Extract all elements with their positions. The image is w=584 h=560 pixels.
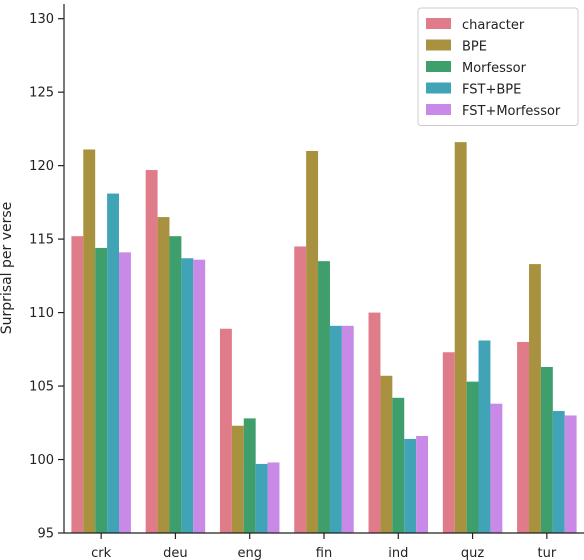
bar-deu-character <box>145 170 158 533</box>
x-tick-label: fin <box>316 546 332 560</box>
x-axis: crk deu eng fin ind quz tur <box>64 532 584 560</box>
y-tick-label: 105 <box>29 380 54 395</box>
bar-quz-bpe <box>454 142 467 533</box>
legend-swatch <box>426 39 451 51</box>
bar-ind-fst-morfessor <box>416 436 429 533</box>
bar-ind-morfessor <box>392 397 405 533</box>
legend-label: Morfessor <box>462 61 527 76</box>
y-axis: 95 100 105 110 115 120 125 130 <box>29 4 65 542</box>
bar-deu-bpe <box>157 217 170 533</box>
bars-layer <box>71 142 577 534</box>
bar-ind-bpe <box>380 375 393 533</box>
x-tick-label: deu <box>163 546 188 560</box>
y-tick-label: 100 <box>29 453 54 468</box>
y-tick-label: 130 <box>29 12 54 27</box>
bar-ind-fst-bpe <box>404 438 417 533</box>
y-tick-label: 120 <box>29 159 54 174</box>
legend: character BPE Morfessor FST+BPE FST+Morfesso… <box>417 7 579 126</box>
y-tick-label: 115 <box>29 233 54 248</box>
bar-deu-morfessor <box>169 236 182 533</box>
bar-crk-fst-morfessor <box>118 252 131 533</box>
bar-eng-character <box>219 328 232 533</box>
bar-eng-fst-morfessor <box>267 462 280 533</box>
bar-quz-morfessor <box>466 381 479 533</box>
y-axis-label: Surprisal per verse <box>0 202 15 335</box>
bar-crk-morfessor <box>95 247 108 533</box>
bar-deu-fst-morfessor <box>193 259 206 533</box>
y-tick-label: 110 <box>29 306 54 321</box>
bar-fin-morfessor <box>318 261 330 533</box>
bar-ind-character <box>368 312 381 533</box>
legend-frame <box>417 7 579 126</box>
x-tick-label: tur <box>538 546 557 560</box>
bar-quz-character <box>442 352 455 533</box>
bar-fin-fst-morfessor <box>341 325 354 533</box>
bar-deu-fst-bpe <box>181 258 194 533</box>
x-tick-label: ind <box>388 546 408 560</box>
bar-fin-fst-bpe <box>329 325 342 533</box>
bar-tur-character <box>517 341 530 533</box>
legend-label: FST+Morfessor <box>462 104 561 119</box>
bar-eng-fst-bpe <box>255 463 268 533</box>
legend-label: BPE <box>462 40 487 55</box>
legend-swatch <box>426 82 451 94</box>
y-tick-label: 125 <box>29 86 54 101</box>
x-tick-label: eng <box>237 546 262 560</box>
bar-crk-fst-bpe <box>107 193 119 533</box>
legend-swatch <box>426 61 451 72</box>
legend-swatch <box>426 18 451 29</box>
bar-crk-character <box>71 236 84 533</box>
bar-fin-bpe <box>306 150 319 533</box>
bar-tur-fst-morfessor <box>564 415 577 533</box>
bar-eng-bpe <box>231 425 244 533</box>
legend-swatch <box>426 104 451 115</box>
bar-fin-character <box>294 246 307 534</box>
legend-label: FST+BPE <box>462 83 521 98</box>
legend-label: character <box>462 18 525 33</box>
bar-eng-morfessor <box>243 418 256 533</box>
x-tick-label: crk <box>91 546 111 560</box>
bar-quz-fst-morfessor <box>490 403 503 533</box>
y-tick-label: 95 <box>37 527 54 542</box>
bar-tur-fst-bpe <box>552 411 565 533</box>
bar-tur-morfessor <box>540 366 553 533</box>
x-tick-label: quz <box>461 546 484 560</box>
bar-crk-bpe <box>83 149 96 533</box>
bar-tur-bpe <box>529 264 541 533</box>
bar-quz-fst-bpe <box>478 340 491 533</box>
